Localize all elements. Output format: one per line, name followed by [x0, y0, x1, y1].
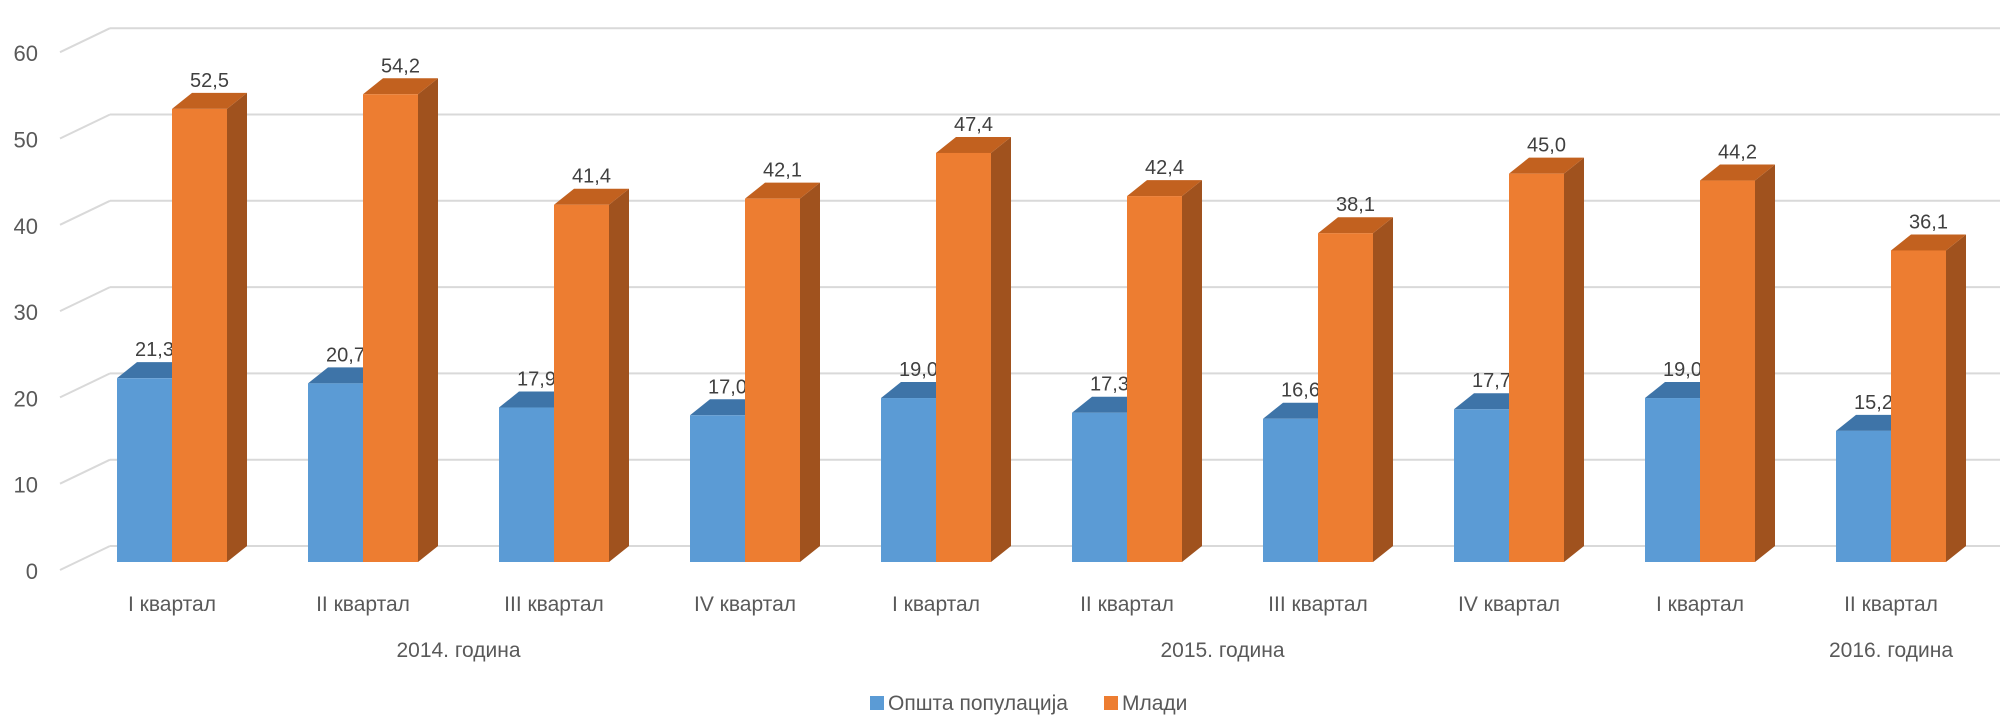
data-label: 17,7 — [1472, 370, 1511, 392]
gridline-diagonal — [59, 286, 111, 313]
bar-top — [172, 92, 247, 109]
y-tick-label: 10 — [14, 473, 38, 498]
data-label: 52,5 — [190, 70, 229, 92]
x-group-label: 2015. година — [1160, 639, 1284, 662]
bar-side — [1564, 157, 1584, 562]
bar-top — [554, 188, 629, 205]
gridline-diagonal — [59, 458, 111, 485]
data-label: 16,6 — [1281, 380, 1320, 402]
bar-side — [418, 78, 438, 562]
bar — [745, 198, 800, 562]
data-label: 17,3 — [1090, 374, 1129, 396]
bar — [1318, 233, 1373, 562]
bar-side — [1182, 180, 1202, 562]
bar-top — [1700, 164, 1775, 181]
x-category-label: IV квартал — [1458, 593, 1560, 616]
bar — [1891, 250, 1946, 562]
bar — [1127, 196, 1182, 562]
data-label: 45,0 — [1527, 135, 1566, 157]
bar-top — [1127, 180, 1202, 197]
y-tick-label: 0 — [26, 559, 38, 584]
data-label: 42,1 — [763, 160, 802, 182]
bar — [308, 383, 363, 562]
x-category-label: I квартал — [892, 593, 980, 616]
y-tick-label: 50 — [14, 128, 38, 153]
x-group-label: 2016. година — [1829, 639, 1953, 662]
x-category-label: I квартал — [128, 593, 216, 616]
bar-top — [1509, 157, 1584, 174]
data-label: 44,2 — [1718, 142, 1757, 164]
bar-side — [991, 136, 1011, 563]
legend-label: Млади — [1122, 692, 1187, 715]
bar-top — [745, 182, 820, 199]
legend-label: Општа популација — [888, 692, 1068, 715]
data-label: 15,2 — [1854, 392, 1893, 414]
bar — [1700, 180, 1755, 562]
bar — [881, 398, 936, 562]
x-category-label: IV квартал — [694, 593, 796, 616]
gridline-diagonal — [59, 113, 111, 140]
x-category-label: II квартал — [1844, 593, 1938, 616]
legend-swatch — [1104, 696, 1118, 710]
bar-side — [1373, 217, 1393, 562]
bar — [117, 378, 172, 562]
bar — [936, 152, 991, 563]
bar — [1454, 409, 1509, 562]
data-label: 42,4 — [1145, 157, 1184, 179]
gridline-diagonal — [59, 372, 111, 399]
x-category-label: I квартал — [1656, 593, 1744, 616]
bar-top — [363, 78, 438, 95]
bar-top — [1891, 234, 1966, 251]
y-tick-label: 60 — [14, 41, 38, 66]
bar — [690, 415, 745, 562]
bar-side — [609, 188, 629, 562]
bar — [1836, 430, 1891, 562]
bar — [1509, 173, 1564, 562]
bar — [363, 94, 418, 562]
gridline-diagonal — [59, 199, 111, 226]
bar — [499, 407, 554, 562]
gridline-diagonal — [59, 545, 111, 571]
x-group-label: 2014. година — [396, 639, 520, 662]
gridline-diagonal — [59, 27, 111, 54]
y-tick-label: 20 — [14, 386, 38, 411]
bar — [1263, 418, 1318, 562]
data-label: 19,0 — [1663, 359, 1702, 381]
bar — [1072, 412, 1127, 562]
data-label: 41,4 — [572, 166, 611, 188]
bar-side — [227, 92, 247, 563]
bar-side — [1946, 234, 1966, 562]
x-category-label: II квартал — [316, 593, 410, 616]
x-category-label: II квартал — [1080, 593, 1174, 616]
x-category-label: III квартал — [504, 593, 604, 616]
bar — [172, 108, 227, 563]
bar-side — [1755, 164, 1775, 562]
data-label: 54,2 — [381, 55, 420, 77]
data-label: 38,1 — [1336, 194, 1375, 216]
data-label: 19,0 — [899, 359, 938, 381]
bar — [1645, 398, 1700, 562]
y-tick-label: 30 — [14, 300, 38, 325]
y-tick-label: 40 — [14, 214, 38, 239]
data-label: 20,7 — [326, 344, 365, 366]
data-label: 47,4 — [954, 114, 993, 136]
bar-top — [1318, 217, 1393, 234]
bar — [554, 204, 609, 562]
bar-side — [800, 182, 820, 562]
data-label: 36,1 — [1909, 211, 1948, 233]
x-category-label: III квартал — [1268, 593, 1368, 616]
data-label: 17,0 — [708, 376, 747, 398]
legend-swatch — [870, 696, 884, 710]
bar-top — [936, 136, 1011, 153]
data-label: 21,3 — [135, 339, 174, 361]
data-label: 17,9 — [517, 369, 556, 391]
